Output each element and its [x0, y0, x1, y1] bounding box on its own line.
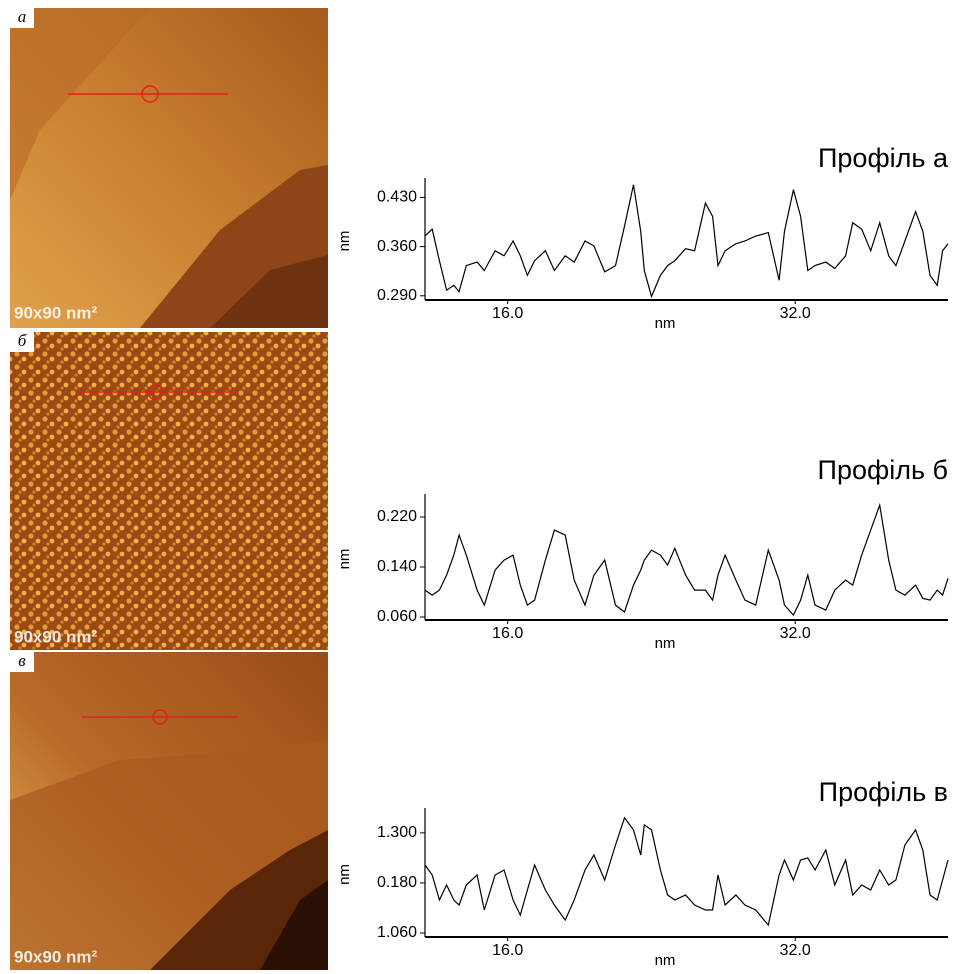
panel-label: а — [18, 7, 27, 26]
y-axis-label: nm — [336, 549, 353, 570]
y-tick-label: 0.360 — [377, 238, 417, 255]
y-tick-label: 0.140 — [377, 558, 417, 575]
panel-label: в — [18, 651, 26, 670]
x-tick-label: 32.0 — [780, 942, 811, 959]
x-axis-label: nm — [655, 952, 676, 969]
x-tick-label: 16.0 — [492, 305, 523, 322]
panel-label-box — [10, 8, 34, 28]
y-tick-label: 0.220 — [377, 508, 417, 525]
x-tick-label: 16.0 — [492, 625, 523, 642]
profile-line — [424, 816, 949, 927]
x-tick-label: 16.0 — [492, 942, 523, 959]
afm-image-b — [10, 332, 328, 650]
scale-label: 90x90 nm² — [14, 627, 97, 646]
y-tick-label: 0.180 — [377, 874, 417, 891]
scale-label: 90x90 nm² — [14, 303, 97, 322]
y-tick-label: 0.290 — [377, 287, 417, 304]
y-axis-label: nm — [336, 231, 353, 252]
panel-label-box — [10, 332, 34, 352]
y-axis-label: nm — [336, 864, 353, 885]
y-tick-label: 1.060 — [377, 924, 417, 941]
y-tick-label: 0.430 — [377, 189, 417, 206]
afm-image-c — [10, 652, 328, 970]
scale-label: 90x90 nm² — [14, 947, 97, 966]
x-tick-label: 32.0 — [780, 625, 811, 642]
y-tick-label: 0.060 — [377, 608, 417, 625]
profile-line — [424, 502, 949, 617]
y-tick-label: 1.300 — [377, 824, 417, 841]
chart-title: Профіль в — [819, 777, 948, 807]
chart-title: Профіль а — [818, 143, 949, 173]
panel-label: б — [18, 331, 27, 350]
chart-title: Профіль б — [818, 455, 948, 485]
x-tick-label: 32.0 — [780, 305, 811, 322]
panel-label-box — [10, 652, 34, 672]
profile-line — [424, 184, 949, 299]
afm-image-a — [10, 8, 328, 328]
x-axis-label: nm — [655, 635, 676, 652]
x-axis-label: nm — [655, 315, 676, 332]
